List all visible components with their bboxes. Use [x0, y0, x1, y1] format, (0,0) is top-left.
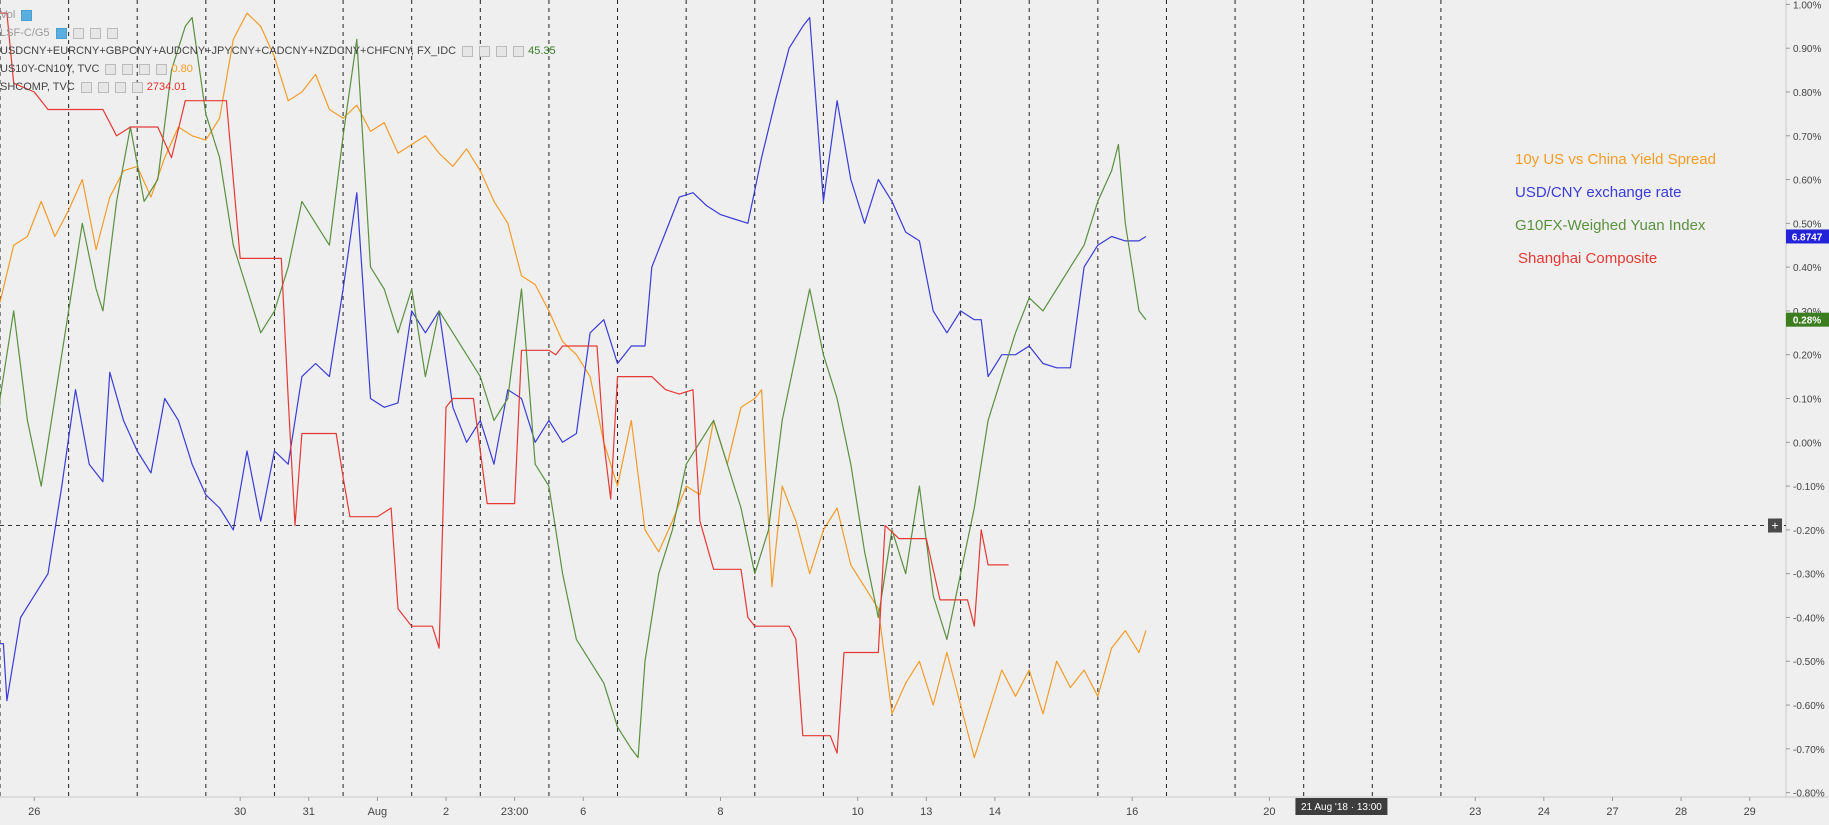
last-value-tag: [1786, 312, 1829, 327]
add-icon[interactable]: [139, 63, 151, 75]
x-tick-label: 24: [1538, 806, 1550, 818]
y-tick-label: 1.00%: [1793, 0, 1821, 11]
x-tick-label: 2: [443, 806, 449, 818]
y-tick-label: -0.50%: [1793, 657, 1825, 668]
x-tick-label: 29: [1744, 806, 1756, 818]
y-tick-label: 0.20%: [1793, 351, 1821, 362]
annotation-shcomp: Shanghai Composite: [1518, 250, 1658, 267]
x-tick-label: 30: [234, 806, 246, 818]
y-tick-label: 0.00%: [1793, 438, 1821, 449]
spread-value: 0.80: [171, 63, 193, 75]
x-tick-label: 23: [1469, 806, 1481, 818]
add-icon[interactable]: [114, 81, 126, 93]
crosshair-date-label: 21 Aug '18 · 13:00: [1301, 802, 1382, 813]
last-value-label: 0.28%: [1793, 316, 1821, 327]
shcomp-row: SHCOMP, TVC 2734.01: [0, 78, 556, 96]
last-value-tag: [1786, 229, 1829, 244]
series-lines: [0, 12, 1147, 759]
series-line-2: [0, 16, 1147, 759]
x-tick-label: 23:00: [501, 806, 529, 818]
y-axis: 1.00% 0.90% 0.80% 0.70% 0.60% 0.50% 0.40% 0.30%…: [1785, 0, 1825, 800]
y-tick-label: -0.20%: [1793, 526, 1825, 537]
shcomp-value: 2734.01: [146, 81, 187, 93]
y-tick-label: 0.30%: [1793, 307, 1821, 318]
last-value-label: 6.8747: [1792, 232, 1823, 243]
spread-row: US10Y-CN10Y, TVC 0.80: [0, 60, 556, 78]
x-tick-label: 10: [852, 806, 864, 818]
shcomp-series-name[interactable]: SHCOMP, TVC: [0, 81, 75, 93]
x-tick-label: 31: [303, 806, 315, 818]
visibility-icon[interactable]: [462, 45, 474, 57]
crosshair: +21 Aug '18 · 13:00: [0, 518, 1786, 815]
y-tick-label: -0.40%: [1793, 613, 1825, 624]
y-tick-label: 0.50%: [1793, 219, 1821, 230]
visibility-icon[interactable]: [55, 27, 67, 39]
x-tick-label: 16: [1126, 806, 1138, 818]
x-tick-label: 20: [1263, 806, 1275, 818]
x-tick-label: 14: [989, 806, 1001, 818]
x-tick-label: Aug: [368, 806, 388, 818]
close-icon[interactable]: [513, 45, 525, 57]
g10-value: 45.35: [528, 45, 556, 57]
visibility-icon[interactable]: [105, 63, 117, 75]
settings-icon[interactable]: [122, 63, 134, 75]
indicator-legend: Vol LSF-C/G5 USDCNY+EURCNY+GBPCNY+AUDCNY…: [0, 6, 556, 96]
y-tick-label: 0.70%: [1793, 132, 1821, 143]
price-tags: 6.8747 0.28%: [1786, 229, 1829, 327]
lsf-label[interactable]: LSF-C/G5: [0, 27, 50, 39]
y-tick-label: 0.90%: [1793, 44, 1821, 55]
close-icon[interactable]: [131, 81, 143, 93]
y-tick-label: 0.80%: [1793, 88, 1821, 99]
gridlines: [0, 0, 1442, 797]
x-axis: 26 30 31 Aug 2 23:00 6 8 10 13 14 16 20 23 24 27 28 29: [0, 796, 1829, 818]
add-icon[interactable]: [496, 45, 508, 57]
add-icon[interactable]: [89, 27, 101, 39]
y-tick-label: -0.80%: [1793, 789, 1825, 800]
visibility-icon[interactable]: [21, 9, 33, 21]
crosshair-plus-icon[interactable]: [1768, 518, 1782, 533]
annotation-spread: 10y US vs China Yield Spread: [1515, 151, 1716, 168]
g10-series-name[interactable]: USDCNY+EURCNY+GBPCNY+AUDCNY+JPYCNY+CADCN…: [0, 45, 457, 57]
lsf-row: LSF-C/G5: [0, 24, 556, 42]
settings-icon[interactable]: [479, 45, 491, 57]
vol-row: Vol: [0, 6, 556, 24]
settings-icon[interactable]: [72, 27, 84, 39]
series-line-0: [0, 12, 1147, 759]
series-line-3: [0, 12, 1009, 754]
annotation-usdcny: USD/CNY exchange rate: [1515, 184, 1682, 201]
settings-icon[interactable]: [97, 81, 109, 93]
x-tick-label: 8: [717, 806, 723, 818]
y-tick-label: -0.60%: [1793, 701, 1825, 712]
close-icon[interactable]: [106, 27, 118, 39]
x-tick-label: 26: [28, 806, 40, 818]
x-tick-label: 13: [920, 806, 932, 818]
visibility-icon[interactable]: [80, 81, 92, 93]
x-tick-label: 28: [1675, 806, 1687, 818]
g10-row: USDCNY+EURCNY+GBPCNY+AUDCNY+JPYCNY+CADCN…: [0, 42, 556, 60]
y-tick-label: 0.60%: [1793, 176, 1821, 187]
y-tick-label: 0.40%: [1793, 263, 1821, 274]
y-tick-label: 0.10%: [1793, 395, 1821, 406]
vol-label[interactable]: Vol: [0, 9, 16, 21]
x-tick-label: 27: [1606, 806, 1618, 818]
crosshair-date-box: [1295, 798, 1388, 815]
close-icon[interactable]: [156, 63, 168, 75]
crosshair-plus-glyph: +: [1771, 518, 1778, 532]
y-tick-label: -0.70%: [1793, 745, 1825, 756]
y-tick-label: -0.30%: [1793, 570, 1825, 581]
spread-series-name[interactable]: US10Y-CN10Y, TVC: [0, 63, 100, 75]
y-tick-label: -0.10%: [1793, 482, 1825, 493]
x-tick-label: 6: [580, 806, 586, 818]
series-line-1: [0, 16, 1147, 702]
annotation-g10: G10FX-Weighed Yuan Index: [1515, 217, 1706, 234]
